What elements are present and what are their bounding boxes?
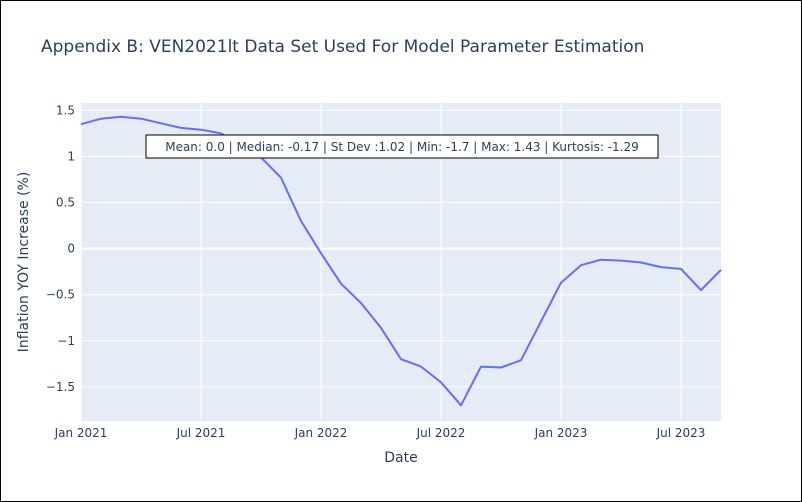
y-axis-ticks: 1.5 1 0.5 0 −0.5 −1 −1.5 xyxy=(46,103,75,394)
y-tick-label: −1 xyxy=(57,334,75,348)
x-axis-ticks: Jan 2021 Jul 2021 Jan 2022 Jul 2022 Jan 2023… xyxy=(54,426,706,440)
y-tick-label: 0.5 xyxy=(56,196,75,210)
x-tick-label: Jul 2023 xyxy=(656,426,706,440)
x-tick-label: Jan 2021 xyxy=(54,426,108,440)
stats-annotation-text: Mean: 0.0 | Median: -0.17 | St Dev :1.02… xyxy=(165,140,639,154)
x-tick-label: Jul 2022 xyxy=(416,426,466,440)
x-tick-label: Jan 2022 xyxy=(294,426,348,440)
x-tick-label: Jul 2021 xyxy=(176,426,226,440)
x-axis-title: Date xyxy=(384,450,417,466)
chart-title: Appendix B: VEN2021lt Data Set Used For … xyxy=(41,37,644,57)
y-tick-label: 0 xyxy=(67,242,75,256)
series-layer xyxy=(80,115,722,407)
y-tick-label: 1 xyxy=(67,149,75,163)
x-tick-label: Jan 2023 xyxy=(534,426,588,440)
stats-annotation-box xyxy=(145,134,659,159)
stats-annotation: Mean: 0.0 | Median: -0.17 | St Dev :1.02… xyxy=(145,134,659,159)
series-line xyxy=(80,115,722,407)
y-tick-label: −1.5 xyxy=(46,380,75,394)
y-tick-label: 1.5 xyxy=(56,103,75,117)
y-tick-label: −0.5 xyxy=(46,288,75,302)
y-axis-title: Inflation YOY Increase (%) xyxy=(16,172,32,353)
